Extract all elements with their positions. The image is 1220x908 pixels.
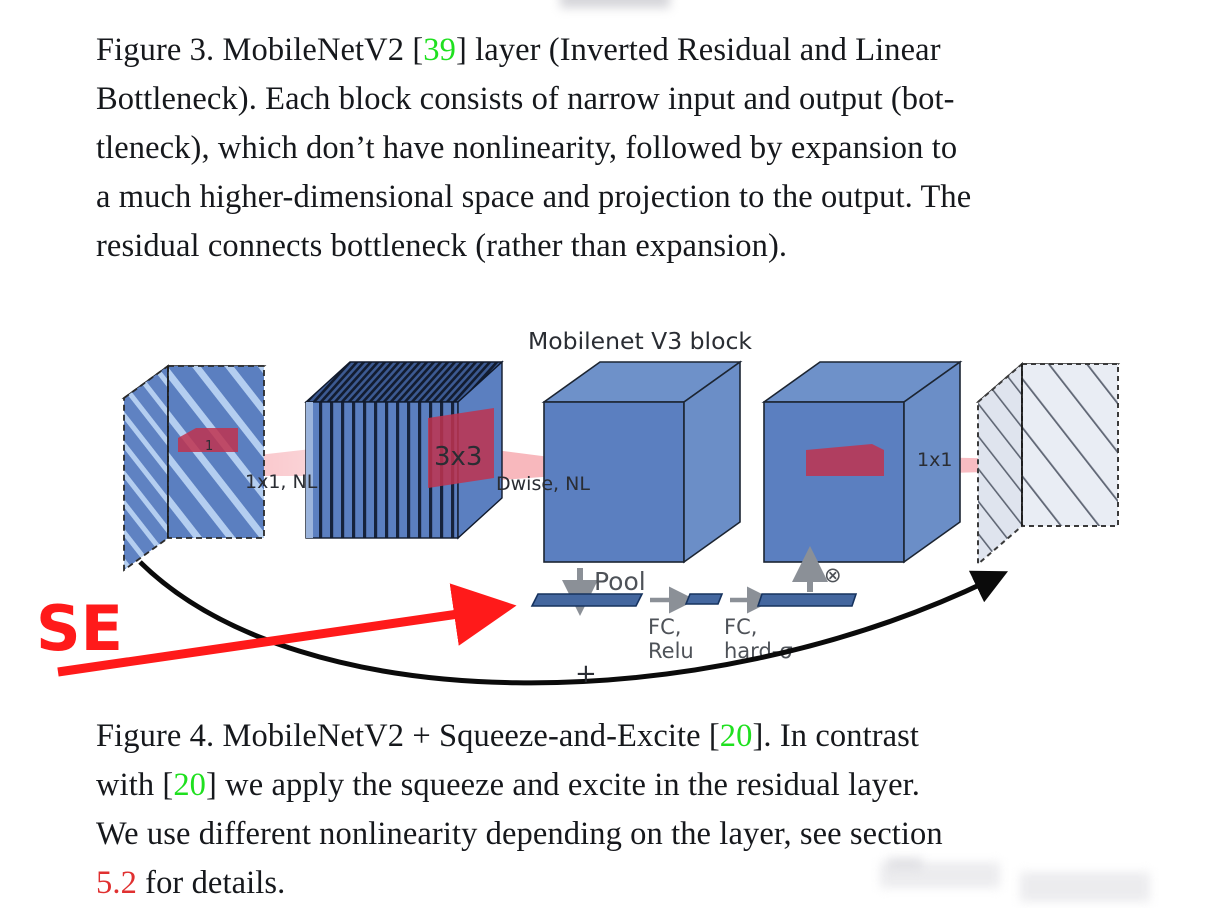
kernel-label-3x3: 3x3 [434,442,482,472]
scan-artifact-top [560,0,670,8]
caption-line: We use different nonlinearity depending … [96,816,943,852]
output-bottleneck-block[interactable] [975,361,1121,567]
citation-20[interactable]: 20 [719,718,753,754]
input-bottleneck-block[interactable]: 1 [121,364,267,572]
caption-line: a much higher-dimensional space and proj… [96,179,972,215]
citation-39[interactable]: 39 [423,32,456,68]
se-squeeze-bar [684,593,724,605]
se-excite-bar [756,593,858,607]
caption-line: Figure 3. MobileNetV2 [39] layer (Invert… [96,32,941,68]
se-scaled-volume-block[interactable] [761,360,963,564]
section-ref-5-2[interactable]: 5.2 [96,865,137,901]
figure-4-caption: Figure 4. MobileNetV2 + Squeeze-and-Exci… [96,712,1182,908]
caption-line: Figure 4. MobileNetV2 + Squeeze-and-Exci… [96,718,920,754]
caption-line: with [20] we apply the squeeze and excit… [96,767,921,803]
kernel-3x3-highlight: 3x3 [428,408,494,488]
kernel-label-1x1: 1x1 [917,449,952,471]
se-annotation: SE [36,583,517,677]
kernel-label-dwise-nl: Dwise, NL [496,473,590,495]
residual-plus-symbol: + [575,659,597,689]
caption-line: 5.2 for details. [96,865,286,901]
pool-label: Pool [594,567,646,596]
caption-line: Bottleneck). Each block consists of narr… [96,81,955,117]
expanded-channels-block[interactable]: 3x3 [304,360,504,540]
citation-20[interactable]: 20 [173,767,207,803]
caption-line: residual connects bottleneck (rather tha… [96,228,788,264]
figure-3-caption: Figure 3. MobileNetV2 [39] layer (Invert… [96,26,1182,271]
svg-text:1: 1 [205,439,213,454]
fc1-label-line1: FC, [648,615,681,639]
kernel-1x1-highlight: 1 [178,428,238,454]
residual-connection: + [138,560,1009,689]
mobilenet-v3-block-figure: Mobilenet V3 block 1 3x3 [0,290,1220,700]
se-annotation-label: SE [36,592,123,665]
dwise-volume-block[interactable] [541,360,743,564]
fc1-label-line2: Relu [648,639,694,663]
multiply-icon: ⊗ [824,563,842,587]
kernel-label-1x1-nl: 1x1, NL [245,471,318,493]
kernel-1x1-highlight-right [806,444,884,476]
figure-title: Mobilenet V3 block [528,327,752,355]
fc2-label-line1: FC, [724,615,757,639]
caption-line: tleneck), which don’t have nonlinearity,… [96,130,958,166]
se-pooled-bar [530,593,644,607]
se-annotation-arrow [57,583,517,677]
